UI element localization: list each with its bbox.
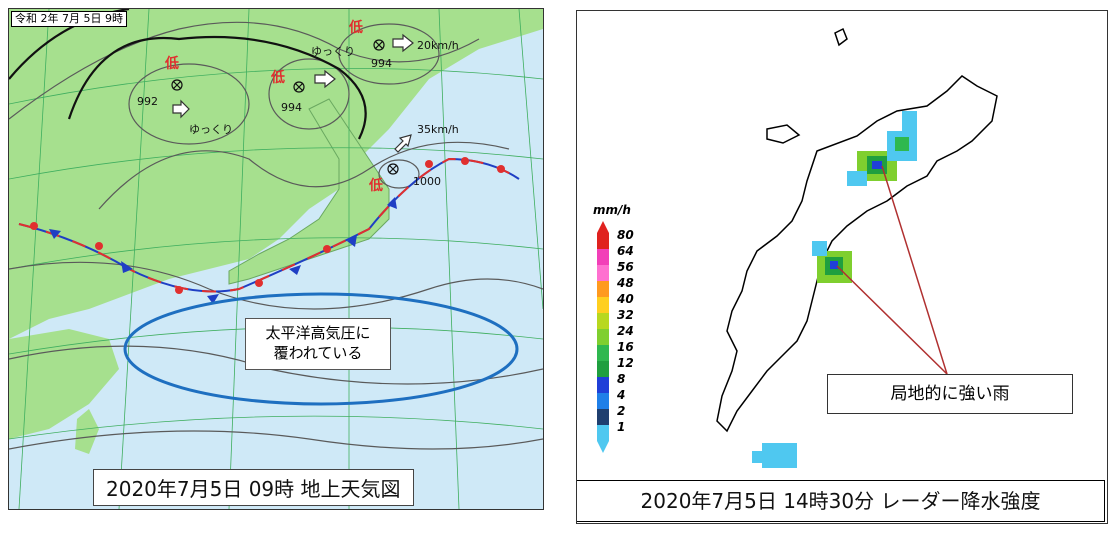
- pacific-high-label-line2: 覆われている: [273, 344, 363, 362]
- legend-swatch: [597, 297, 609, 313]
- islet: [766, 124, 801, 144]
- legend-label: 32: [617, 308, 634, 322]
- rain-cell-offshore: [752, 443, 797, 468]
- low-speed-label: 35km/h: [417, 123, 459, 136]
- low-pressure-symbol: 低: [271, 70, 285, 86]
- land-china-south: [9, 329, 119, 439]
- legend-swatch: [597, 361, 609, 377]
- legend-swatch: [597, 377, 609, 393]
- legend-swatch: [597, 329, 609, 345]
- heavy-rain-callout: 局地的に強い雨: [827, 374, 1073, 414]
- low-pressure-value: 994: [281, 101, 302, 114]
- legend-swatch: [597, 393, 609, 409]
- legend-swatch: [597, 313, 609, 329]
- low-pressure-symbol: 低: [369, 178, 383, 194]
- radar-graphic: [597, 27, 998, 468]
- island-outline: [716, 75, 998, 433]
- legend-label: 16: [617, 340, 634, 354]
- map-caption: 2020年7月5日 09時 地上天気図: [93, 469, 414, 506]
- low-motion-label: ゆっくり: [189, 123, 233, 136]
- legend-label: 64: [617, 244, 634, 258]
- pacific-high-label-line1: 太平洋高気圧に: [265, 324, 371, 342]
- islet: [834, 27, 848, 47]
- legend-label: 24: [617, 324, 634, 338]
- stationary-front: [18, 157, 520, 304]
- legend-label: 40: [617, 292, 634, 306]
- legend-label: 48: [617, 276, 634, 290]
- legend-label: 2: [617, 404, 626, 418]
- pacific-high-ellipse: [123, 292, 519, 406]
- rain-cell-north: [847, 111, 917, 186]
- legend-unit: mm/h: [593, 203, 631, 217]
- low-pressure-value: 994: [371, 57, 392, 70]
- low-pressure-value: 1000: [413, 175, 441, 188]
- map-timestamp: 令和 2年 7月 5日 9時: [11, 11, 127, 27]
- low-speed-label: 20km/h: [417, 39, 459, 52]
- legend-swatch: [597, 233, 609, 249]
- legend-arrow-bottom: [597, 441, 609, 453]
- legend-label: 8: [617, 372, 626, 386]
- low-pressure-value: 992: [137, 95, 158, 108]
- legend-swatch: [597, 249, 609, 265]
- legend-label: 1: [617, 420, 626, 434]
- land-korea: [194, 199, 229, 259]
- low-centres: [171, 39, 399, 175]
- pacific-high-label: 太平洋高気圧に 覆われている: [245, 318, 391, 370]
- legend-swatch: [597, 281, 609, 297]
- radar-caption: 2020年7月5日 14時30分 レーダー降水強度: [577, 480, 1105, 522]
- motion-arrows: [172, 33, 414, 153]
- rain-cell-south: [812, 241, 852, 283]
- legend-swatch: [597, 345, 609, 361]
- legend-arrow-top: [597, 221, 609, 233]
- legend-label: 4: [617, 388, 626, 402]
- legend-swatch: [597, 425, 609, 441]
- low-pressure-symbol: 低: [349, 20, 363, 36]
- legend-label: 80: [617, 228, 634, 242]
- legend-label: 56: [617, 260, 634, 274]
- surface-weather-map: 令和 2年 7月 5日 9時 低 低 低 低 992 ゆっくり 994 ゆっくり…: [8, 8, 544, 510]
- callout-lines: [836, 165, 948, 375]
- legend-bar: [597, 221, 609, 453]
- low-motion-label: ゆっくり: [311, 45, 355, 58]
- legend-label: 12: [617, 356, 634, 370]
- radar-precipitation-map: mm/h 80 64 56 48 40 32 24 16 12 8 4 2 1 局地的に強い雨 2020…: [576, 10, 1108, 524]
- land-taiwan: [75, 409, 99, 454]
- land-asia: [9, 9, 543, 339]
- legend-swatch: [597, 265, 609, 281]
- legend-swatch: [597, 409, 609, 425]
- low-pressure-symbol: 低: [165, 56, 179, 72]
